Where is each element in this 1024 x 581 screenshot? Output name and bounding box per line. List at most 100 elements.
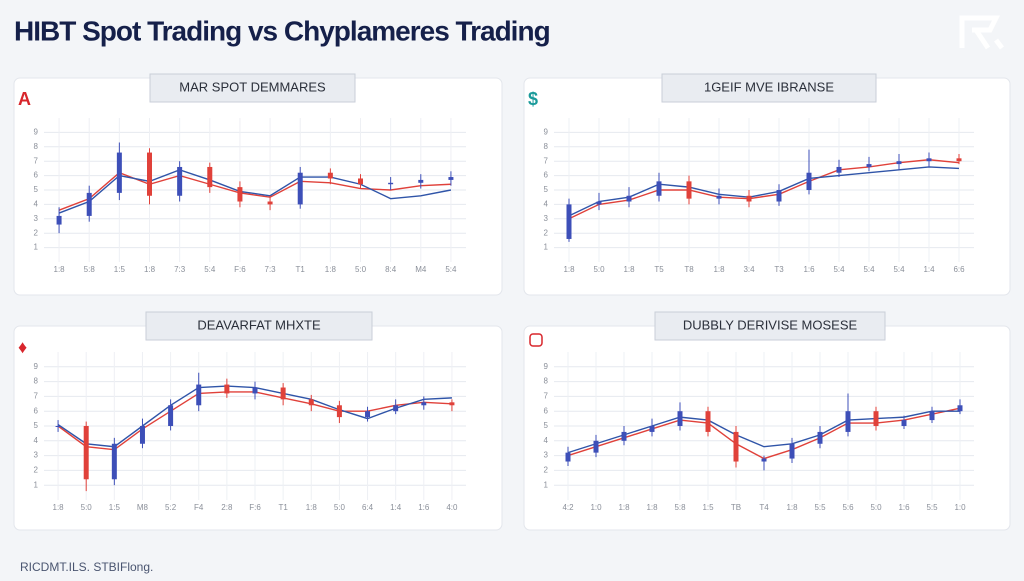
x-tick-label: 5:4	[833, 265, 845, 274]
y-tick-label: 6	[544, 406, 549, 415]
y-tick-label: 5	[34, 185, 39, 194]
y-tick-label: 1	[34, 243, 39, 252]
y-tick-label: 5	[34, 421, 39, 430]
panel-label: 1GEIF MVE IBRANSE	[704, 79, 834, 94]
x-tick-label: 1:0	[954, 503, 966, 512]
y-tick-label: 4	[34, 436, 39, 445]
x-tick-label: 5:4	[445, 265, 457, 274]
y-tick-label: 7	[544, 156, 549, 165]
candle-body	[789, 443, 795, 459]
x-tick-label: 4:0	[446, 503, 458, 512]
x-tick-label: 1:8	[646, 503, 658, 512]
panel-badge: ♦	[18, 337, 27, 357]
candle-body	[365, 411, 371, 418]
x-tick-label: 5:4	[204, 265, 216, 274]
x-tick-label: 5:0	[593, 265, 605, 274]
x-tick-label: 2:8	[221, 503, 233, 512]
x-tick-label: 1:8	[54, 265, 66, 274]
y-tick-label: 3	[34, 451, 39, 460]
candle-body	[388, 182, 394, 185]
candle-body	[421, 402, 427, 406]
y-tick-label: 8	[34, 142, 39, 151]
panel-label: DEAVARFAT MHXTE	[197, 317, 321, 332]
y-tick-label: 4	[544, 436, 549, 445]
x-tick-label: 1:8	[563, 265, 575, 274]
x-tick-label: 5:8	[674, 503, 686, 512]
y-tick-label: 8	[544, 377, 549, 386]
candle-body	[196, 384, 202, 406]
y-tick-label: 7	[34, 392, 39, 401]
x-tick-label: 1:8	[144, 265, 156, 274]
candle-body	[111, 443, 117, 480]
y-tick-label: 1	[544, 480, 549, 489]
candle-body	[806, 172, 812, 190]
x-tick-label: 5:8	[84, 265, 96, 274]
panel-badge: A	[18, 89, 31, 109]
x-tick-label: 7:3	[174, 265, 186, 274]
x-tick-label: 8:4	[385, 265, 397, 274]
panel-label-box	[149, 73, 356, 103]
x-tick-label: 1:4	[923, 265, 935, 274]
panel-label-box	[661, 73, 877, 103]
x-tick-label: 3:4	[743, 265, 755, 274]
candle-body	[705, 411, 711, 432]
candle-body	[817, 431, 823, 444]
candle-body	[677, 411, 683, 426]
x-tick-label: 5:4	[863, 265, 875, 274]
y-tick-label: 7	[544, 392, 549, 401]
candle-body	[147, 152, 152, 196]
series-line	[58, 171, 451, 211]
x-tick-label: 1:8	[306, 503, 318, 512]
panel	[523, 77, 1011, 296]
y-tick-label: 2	[34, 228, 39, 237]
candle-body	[224, 384, 230, 394]
candle-body	[393, 405, 399, 412]
x-tick-label: M4	[415, 265, 427, 274]
candle-body	[327, 172, 333, 179]
y-tick-label: 6	[544, 171, 549, 180]
y-tick-label: 1	[544, 243, 549, 252]
x-tick-label: F:6	[234, 265, 246, 274]
y-tick-label: 7	[34, 156, 39, 165]
candle-body	[929, 411, 935, 421]
x-tick-label: 5:6	[842, 503, 854, 512]
x-tick-label: 1:8	[325, 265, 337, 274]
x-tick-label: 1:6	[803, 265, 815, 274]
panel	[523, 325, 1011, 531]
x-tick-label: 5:2	[165, 503, 177, 512]
x-tick-label: F:6	[249, 503, 261, 512]
candle-body	[746, 195, 752, 202]
candle-body	[297, 172, 303, 205]
y-tick-label: 5	[544, 185, 549, 194]
x-tick-label: 1:8	[786, 503, 798, 512]
panel	[13, 77, 503, 296]
x-tick-label: 5:4	[893, 265, 905, 274]
candle-body	[566, 204, 572, 239]
x-tick-label: T8	[684, 265, 694, 274]
y-tick-label: 3	[34, 214, 39, 223]
x-tick-label: 1:8	[618, 503, 630, 512]
y-tick-label: 4	[544, 200, 549, 209]
candle-body	[448, 177, 454, 180]
candle-body	[649, 426, 655, 432]
candle-body	[139, 426, 145, 444]
candle-body	[836, 166, 842, 173]
panel-badge: $	[528, 89, 538, 109]
candle-body	[168, 405, 174, 426]
candle-body	[866, 164, 872, 167]
y-tick-label: 1	[34, 480, 39, 489]
x-tick-label: T3	[774, 265, 784, 274]
x-tick-label: 6:6	[953, 265, 965, 274]
candle-body	[308, 399, 314, 406]
candle-body	[56, 215, 62, 225]
x-tick-label: 6:4	[362, 503, 374, 512]
candle-body	[177, 166, 183, 196]
series-line	[58, 169, 452, 214]
candle-body	[86, 192, 92, 216]
candle-body	[656, 181, 662, 196]
candle-body	[926, 158, 932, 162]
x-tick-label: 7:3	[265, 265, 277, 274]
footer: RICDMT.ILS. STBIFlong.	[20, 560, 153, 574]
